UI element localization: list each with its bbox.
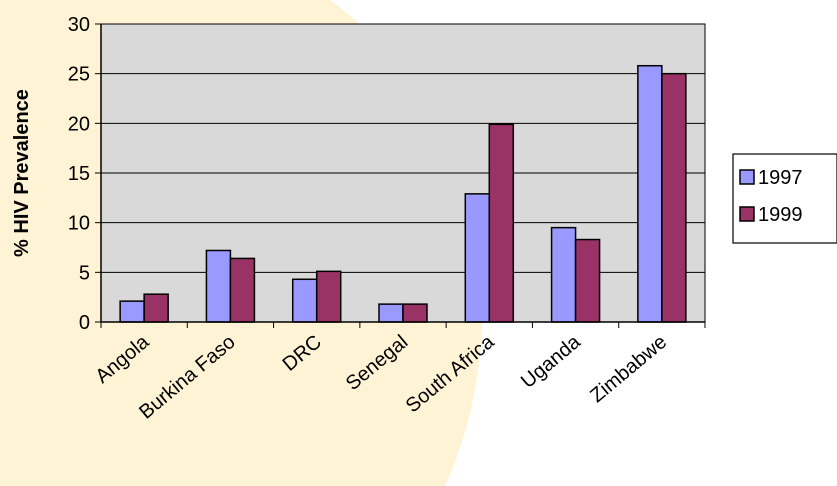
legend-swatch-1999 [739, 206, 755, 222]
legend-label: 1999 [758, 204, 803, 226]
legend-swatch-1997 [739, 169, 755, 185]
category-label: Zimbabwe [586, 331, 671, 407]
bar-1997 [464, 193, 491, 323]
y-tick-label: 25 [68, 64, 90, 86]
bar-1999 [574, 238, 601, 323]
category-label: Uganda [517, 330, 585, 392]
bar-1999 [143, 293, 169, 323]
legend-box [732, 153, 837, 244]
bar-1999 [315, 270, 342, 323]
legend-label: 1997 [758, 167, 803, 189]
bar-1999 [229, 257, 256, 323]
y-tick-label: 10 [68, 213, 90, 235]
y-tick-label: 15 [68, 163, 90, 185]
y-tick-label: 20 [68, 113, 90, 135]
bar-1999 [661, 72, 687, 323]
y-tick-label: 30 [68, 14, 90, 36]
y-tick-labels: 0 5 10 15 20 25 30 [68, 14, 90, 334]
bar-1997 [637, 64, 663, 323]
y-tick-label: 0 [79, 312, 90, 334]
axes [95, 23, 706, 328]
bar-1997 [205, 249, 232, 323]
bar-1999 [488, 123, 515, 323]
bar-1999 [402, 303, 428, 323]
bar-1997 [550, 226, 577, 323]
bar-1997 [378, 303, 404, 323]
legend: 1997 1999 [732, 153, 837, 244]
bars-group [119, 64, 687, 323]
bar-1997 [291, 278, 318, 323]
bar-1997 [119, 300, 145, 323]
y-axis-label: % HIV Prevalence [11, 89, 33, 257]
y-tick-label: 5 [79, 262, 90, 284]
gridlines [101, 73, 705, 273]
